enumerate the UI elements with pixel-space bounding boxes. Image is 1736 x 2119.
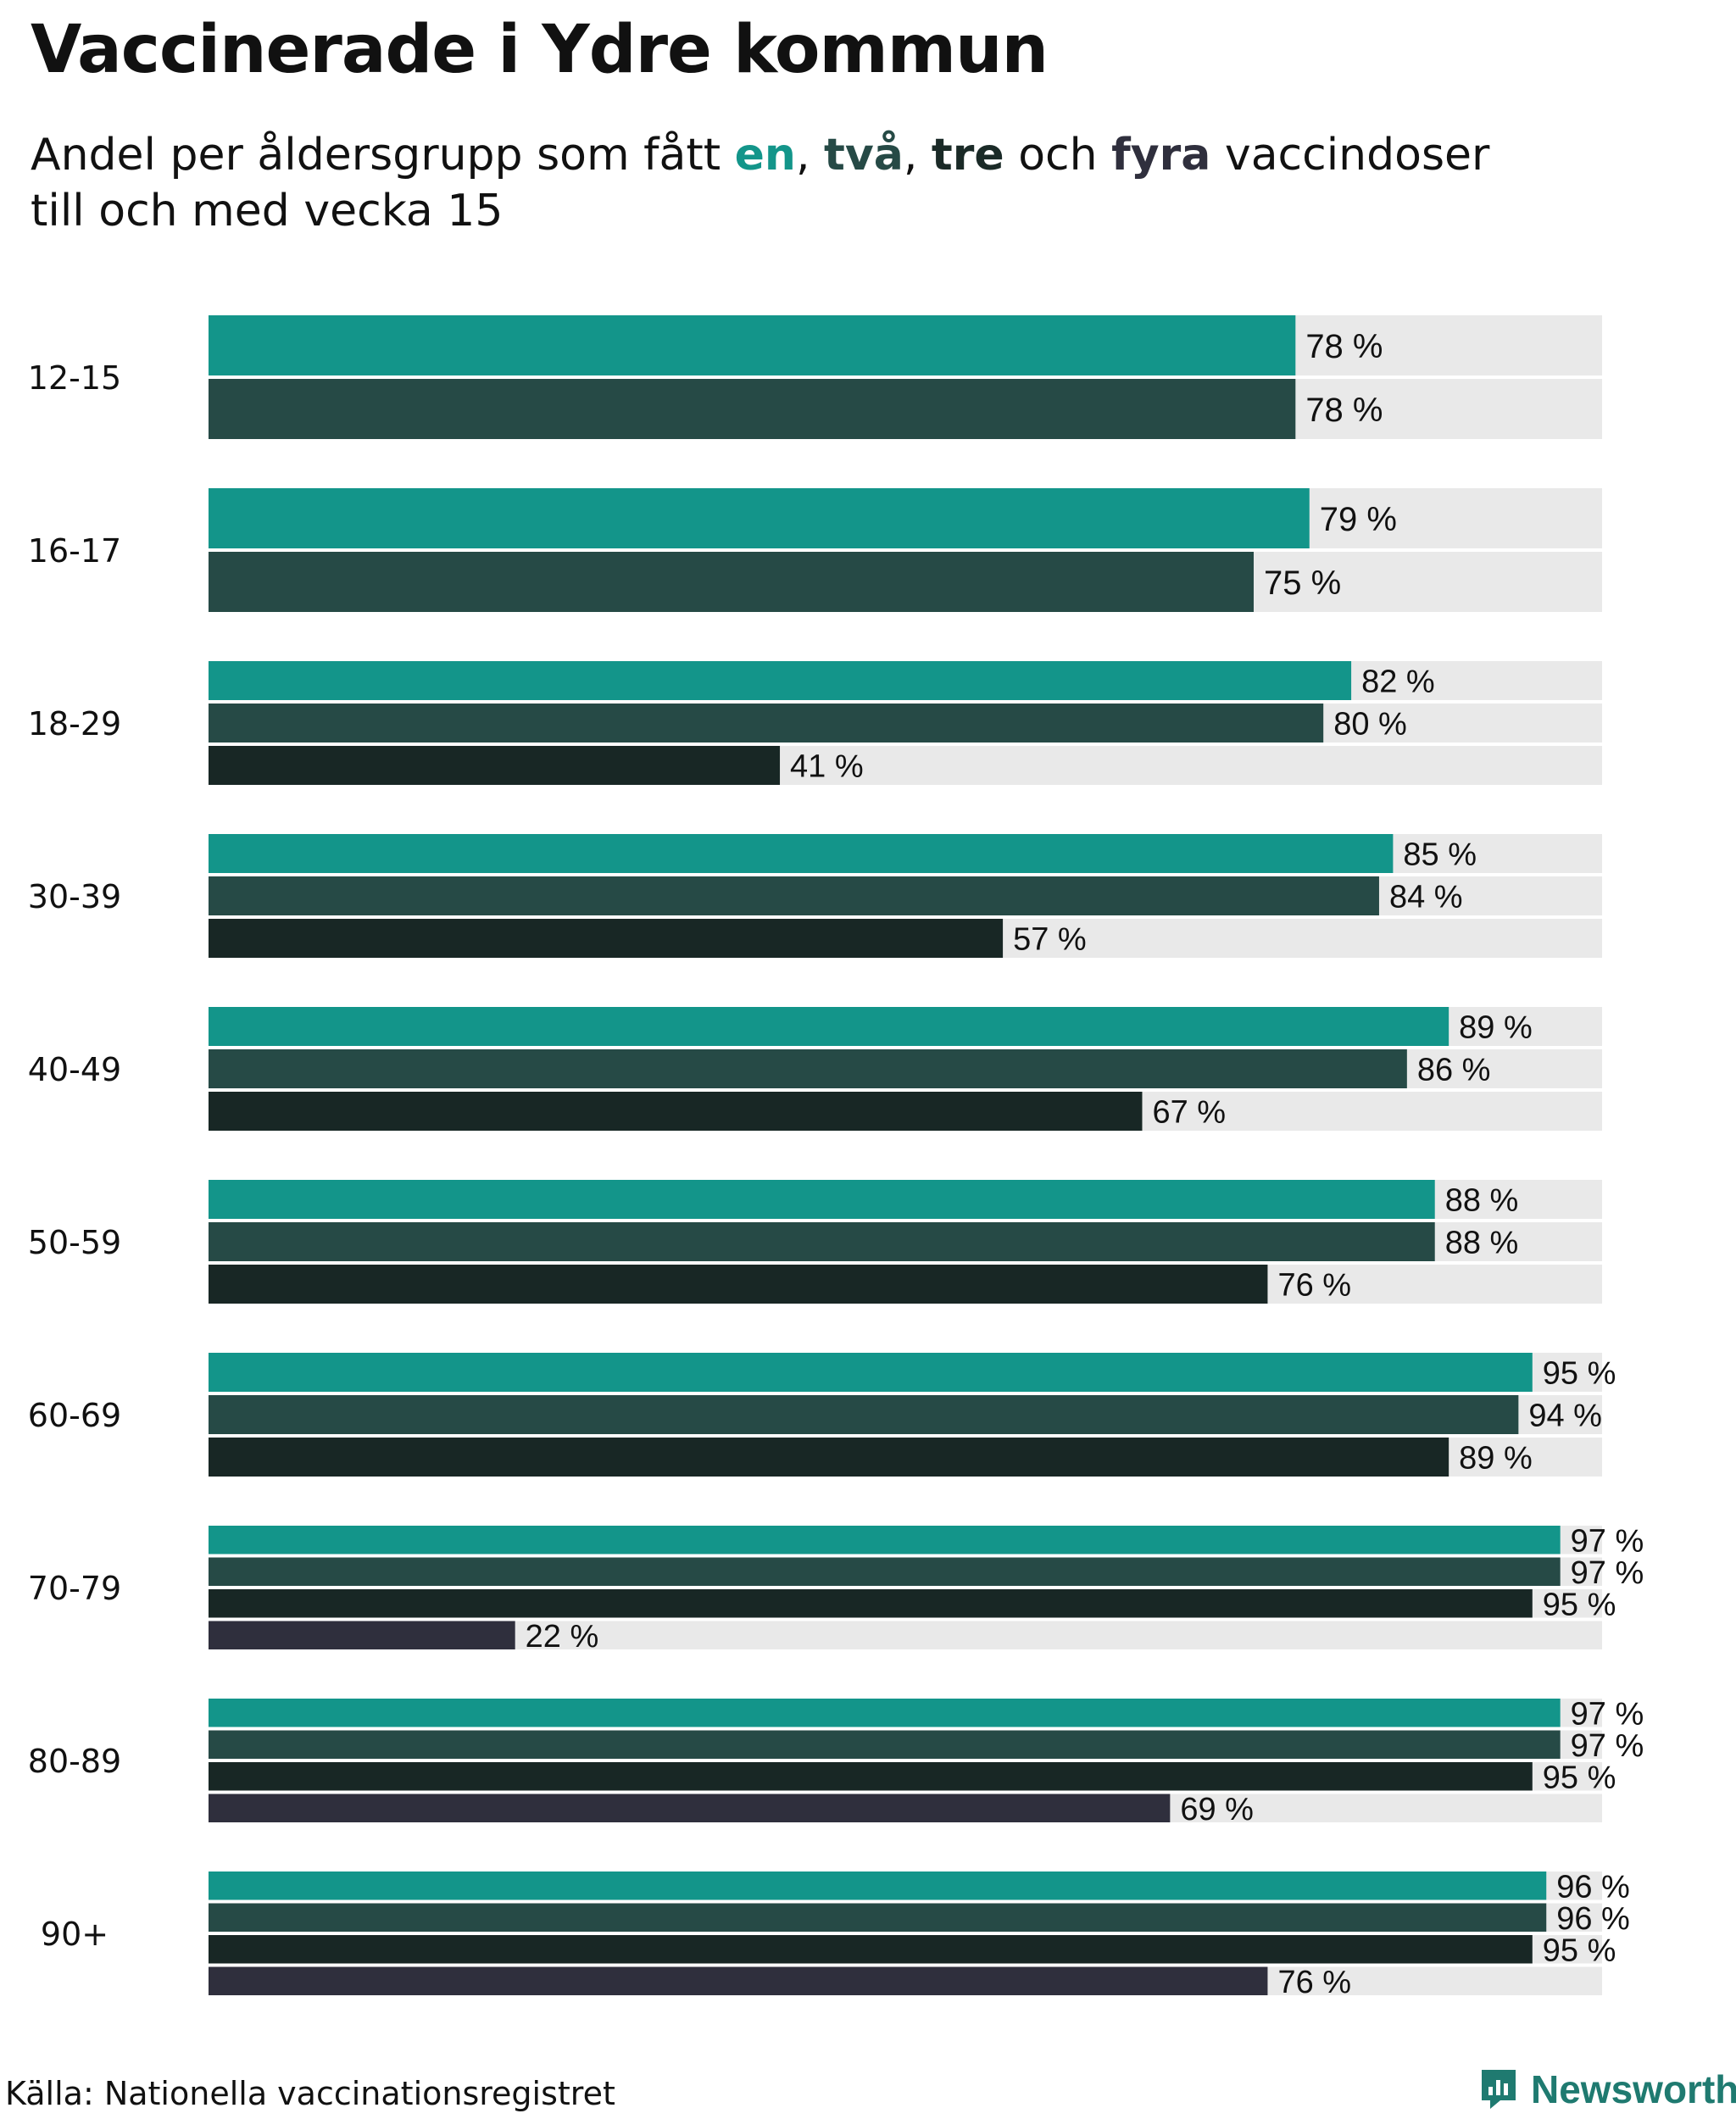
newsworthy-logo-icon [1482,2070,1516,2109]
bar-40-49-tre [209,1092,1143,1131]
value-label-60-69-tre: 89 % [1459,1441,1533,1477]
bar-18-29-två [209,704,1324,742]
category-label-18-29: 18-29 [28,705,121,742]
bar-80-89-två [209,1730,1561,1759]
bar-80-89-tre [209,1762,1533,1791]
bar-90+-tre [209,1935,1533,1964]
bar-40-49-en [209,1007,1449,1046]
category-label-70-79: 70-79 [28,1570,121,1607]
bar-12-15-två [209,379,1296,439]
category-label-30-39: 30-39 [28,878,121,915]
bar-70-79-en [209,1526,1561,1554]
bar-30-39-tre [209,919,1004,958]
bar-80-89-en [209,1699,1561,1727]
value-label-40-49-en: 89 % [1459,1010,1533,1046]
category-label-90+: 90+ [41,1916,108,1953]
value-label-18-29-två: 80 % [1333,707,1407,742]
value-label-90+-en: 96 % [1556,1869,1630,1905]
bar-50-59-en [209,1180,1435,1219]
category-label-50-59: 50-59 [28,1224,121,1261]
value-label-16-17-en: 79 % [1320,501,1397,538]
value-label-90+-två: 96 % [1556,1901,1630,1937]
bar-50-59-tre [209,1265,1268,1304]
brand-logo: Newsworthy [1478,2066,1736,2112]
value-label-60-69-två: 94 % [1528,1399,1602,1434]
legend-key-en: en [734,130,796,181]
bar-16-17-två [209,552,1254,612]
chart-title: Vaccinerade i Ydre kommun [31,12,1049,88]
value-label-90+-tre: 95 % [1543,1933,1616,1968]
subtitle-sep2: , [903,130,932,181]
bar-chart: 12-15 78 % 78 % 16-17 79 % 75 % 18-29 82 % 80 % 4… [28,315,1644,2000]
value-label-30-39-två: 84 % [1389,880,1463,915]
brand-name: Newsworthy [1531,2067,1736,2111]
subtitle-prefix: Andel per åldersgrupp som fått [31,130,735,181]
value-label-70-79-tre: 95 % [1543,1587,1616,1622]
legend-key-tre: tre [931,130,1004,181]
subtitle-mid: och [1004,130,1112,181]
legend-key-fyra: fyra [1111,130,1211,181]
source-note: Källa: Nationella vaccinationsregistret [5,2075,615,2112]
value-label-60-69-en: 95 % [1543,1356,1616,1392]
value-label-70-79-en: 97 % [1571,1523,1644,1559]
value-label-40-49-tre: 67 % [1152,1095,1226,1131]
value-label-70-79-två: 97 % [1571,1555,1644,1591]
bar-80-89-fyra [209,1794,1171,1822]
legend-key-tva: två [824,130,904,181]
bar-60-69-en [209,1353,1533,1392]
value-label-80-89-en: 97 % [1571,1696,1644,1732]
bar-70-79-fyra [209,1621,515,1649]
value-label-18-29-tre: 41 % [790,749,864,785]
value-label-12-15-två: 78 % [1305,392,1383,429]
bar-50-59-två [209,1222,1435,1261]
value-label-80-89-två: 97 % [1571,1728,1644,1764]
category-label-40-49: 40-49 [28,1051,121,1088]
value-label-50-59-tre: 76 % [1277,1268,1351,1304]
bar-90+-fyra [209,1966,1268,1995]
bar-90+-två [209,1903,1547,1932]
bar-18-29-en [209,661,1352,700]
category-label-60-69: 60-69 [28,1397,121,1434]
value-label-12-15-en: 78 % [1305,328,1383,365]
value-label-50-59-en: 88 % [1445,1183,1519,1219]
value-label-80-89-fyra: 69 % [1180,1792,1254,1827]
value-label-50-59-två: 88 % [1445,1226,1519,1261]
bar-90+-en [209,1872,1547,1900]
value-label-90+-fyra: 76 % [1277,1965,1351,2000]
bar-60-69-två [209,1395,1519,1434]
value-label-18-29-en: 82 % [1361,665,1435,700]
bar-30-39-två [209,876,1379,915]
value-label-30-39-en: 85 % [1403,837,1477,873]
bar-70-79-två [209,1557,1561,1586]
value-label-80-89-tre: 95 % [1543,1760,1616,1795]
subtitle-line2: till och med vecka 15 [31,186,504,236]
value-label-30-39-tre: 57 % [1013,922,1087,958]
bar-60-69-tre [209,1438,1449,1477]
bar-30-39-en [209,834,1394,873]
subtitle-suffix: vaccindoser [1210,130,1490,181]
category-label-16-17: 16-17 [28,532,121,570]
bar-18-29-tre [209,746,781,785]
bar-16-17-en [209,488,1310,548]
bar-40-49-två [209,1049,1407,1088]
category-label-80-89: 80-89 [28,1743,121,1780]
subtitle-sep1: , [795,130,825,181]
chart-subtitle: Andel per åldersgrupp som fått en, två, … [31,127,1489,239]
value-label-16-17-två: 75 % [1264,565,1341,602]
bar-70-79-tre [209,1589,1533,1618]
value-label-40-49-två: 86 % [1417,1053,1491,1088]
category-label-12-15: 12-15 [28,359,121,397]
value-label-70-79-fyra: 22 % [526,1619,599,1655]
bar-12-15-en [209,315,1296,375]
